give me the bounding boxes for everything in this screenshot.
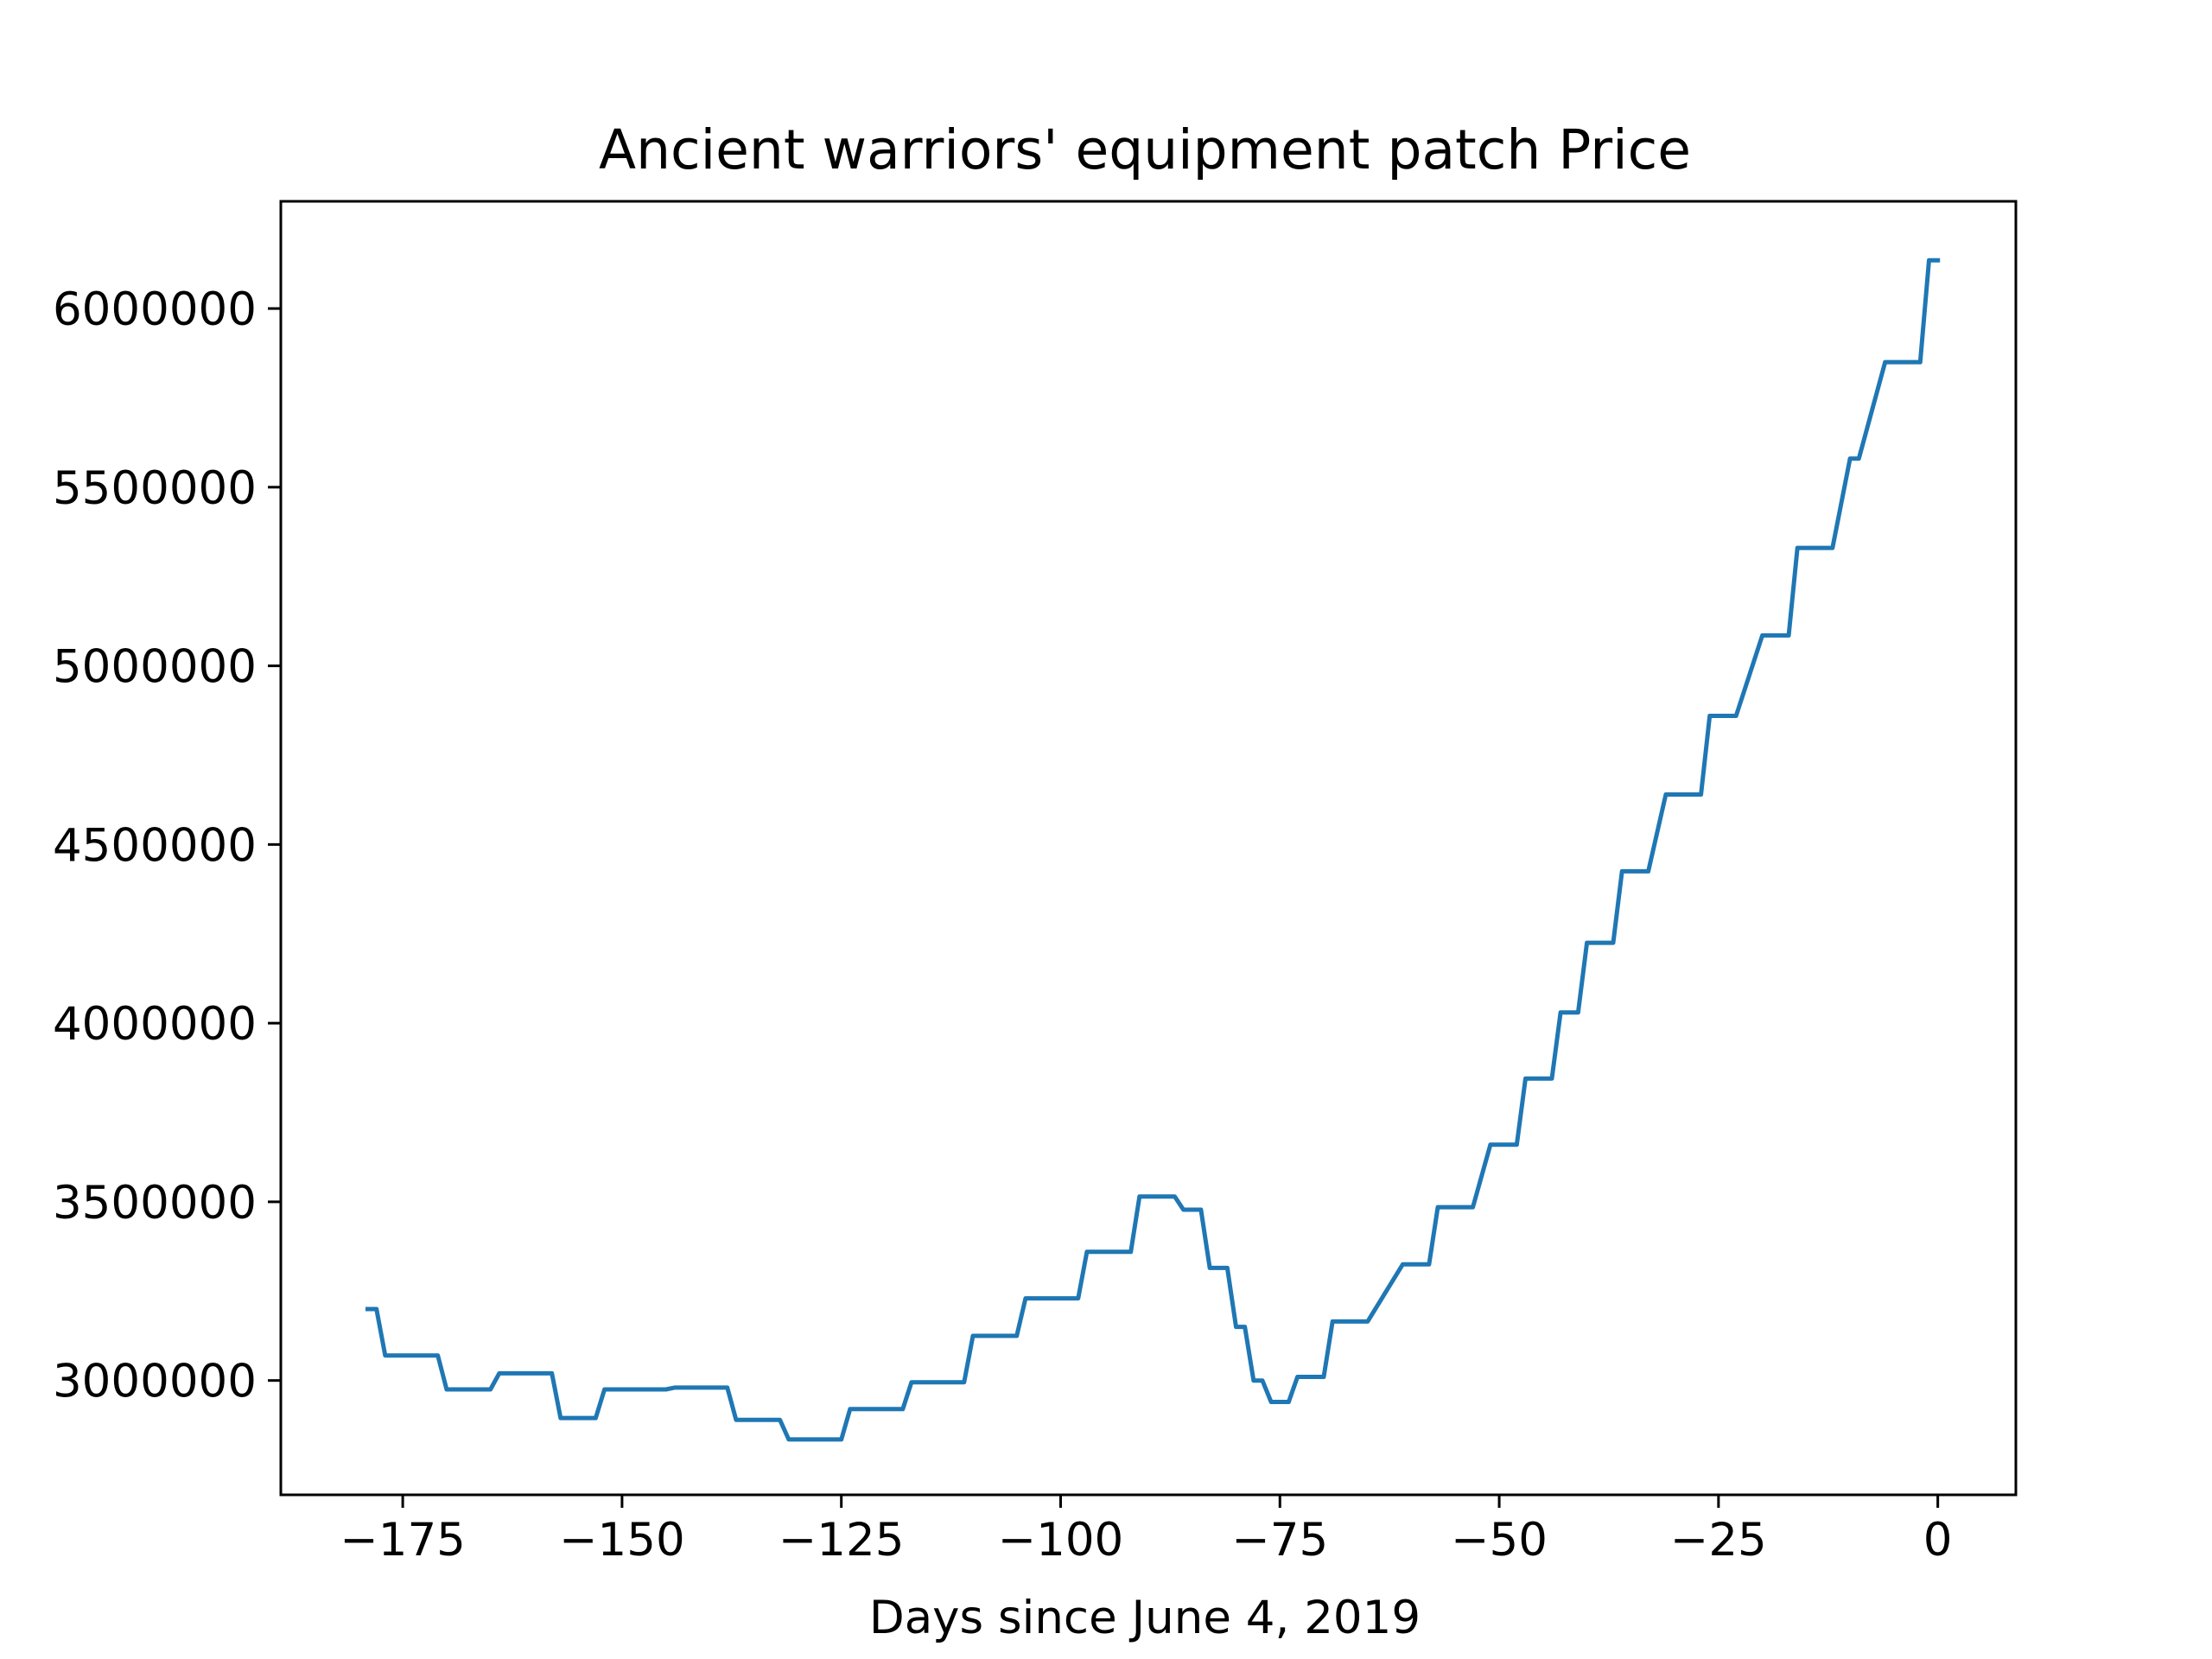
x-axis: −175 −150 −125 −100 −75 −50 −25 0 xyxy=(340,1495,1953,1567)
x-tick-label: −100 xyxy=(998,1514,1124,1567)
x-axis-label: Days since June 4, 2019 xyxy=(869,1592,1421,1644)
x-tick-label: −150 xyxy=(559,1514,685,1567)
x-tick-label: −25 xyxy=(1670,1514,1767,1567)
y-tick-label: 3000000 xyxy=(53,1356,257,1408)
x-tick-label: −50 xyxy=(1451,1514,1548,1567)
y-tick-label: 3500000 xyxy=(53,1177,257,1230)
plot-frame xyxy=(279,200,2018,1497)
series-layer xyxy=(365,257,1941,1442)
chart-title: Ancient warriors' equipment patch Price xyxy=(599,118,1691,181)
y-tick-label: 4500000 xyxy=(53,819,257,872)
y-tick-label: 5000000 xyxy=(53,641,257,694)
y-tick-label: 5500000 xyxy=(53,462,257,515)
x-tick-label: −75 xyxy=(1231,1514,1328,1567)
price-series-line xyxy=(365,257,1941,1442)
x-tick-label: −125 xyxy=(779,1514,905,1567)
y-tick-label: 4000000 xyxy=(53,998,257,1051)
y-tick-label: 6000000 xyxy=(53,283,257,336)
x-tick-label: −175 xyxy=(340,1514,466,1567)
x-tick-label: 0 xyxy=(1923,1514,1953,1567)
y-axis: 3000000 3500000 4000000 4500000 5000000 55000… xyxy=(53,283,281,1408)
